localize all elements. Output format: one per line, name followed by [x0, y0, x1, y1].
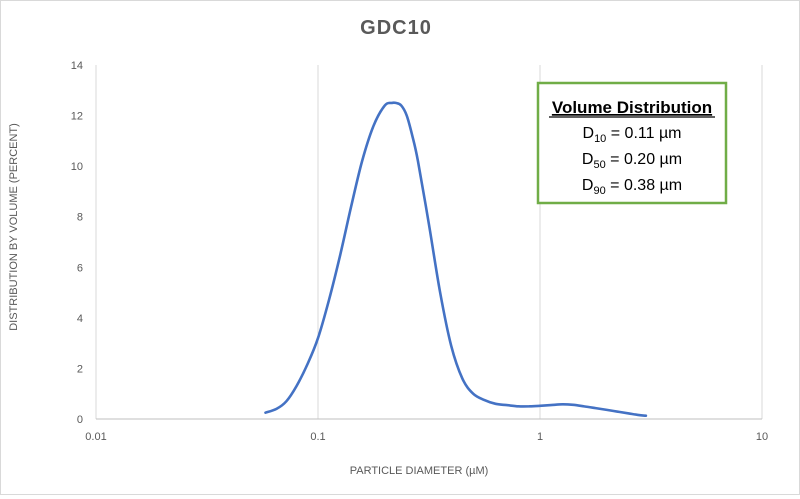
x-tick-labels: 0.01 0.1 1 10: [85, 431, 768, 443]
y-axis-label: DISTRIBUTION BY VOLUME (PERCENT): [8, 123, 20, 331]
distribution-box-border: [536, 81, 728, 205]
x-tick-label-1: 0.1: [310, 431, 325, 443]
distribution-value-d50: D50 = 0.20 µm: [582, 151, 682, 171]
distribution-value-d10: D10 = 0.11 µm: [583, 125, 682, 145]
series-line: [264, 101, 648, 418]
y-tick-labels: 0 2 4 6 8 10 12 14: [71, 60, 83, 426]
x-axis-label: PARTICLE DIAMETER (µM): [350, 465, 489, 477]
y-tick-label-4: 8: [77, 212, 83, 224]
y-tick-label-0: 0: [77, 414, 83, 426]
y-tick-label-7: 14: [71, 60, 83, 72]
y-tick-label-3: 6: [77, 262, 83, 274]
y-tick-label-2: 4: [77, 313, 83, 325]
y-tick-label-5: 10: [71, 161, 83, 173]
x-tick-label-2: 1: [537, 431, 543, 443]
distribution-values: D10 = 0.11 µm D50 = 0.20 µm D90 = 0.38 µm: [582, 125, 682, 197]
x-tick-label-0: 0.01: [85, 431, 106, 443]
x-tick-label-3: 10: [756, 431, 768, 443]
distribution-value-d90: D90 = 0.38 µm: [582, 177, 682, 197]
distribution-box: Volume Distribution D10 = 0.11 µm D50 = 0…: [536, 81, 728, 205]
distribution-box-title: Volume Distribution: [552, 98, 712, 117]
y-tick-label-6: 12: [71, 111, 83, 123]
chart-title: GDC10: [360, 17, 432, 39]
y-tick-label-1: 2: [77, 363, 83, 375]
